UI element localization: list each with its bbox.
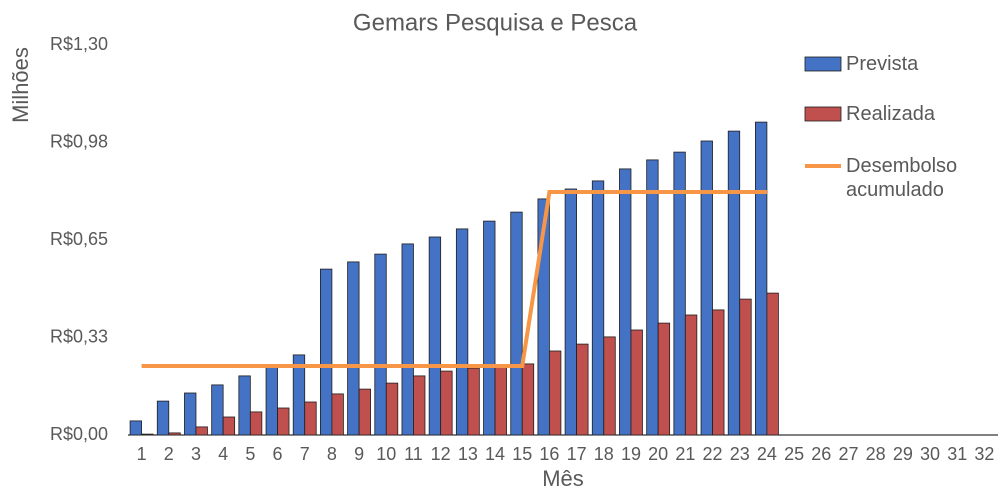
bar — [277, 407, 290, 436]
x-tick-label: 4 — [218, 444, 228, 464]
chart-title: Gemars Pesquisa e Pesca — [353, 9, 638, 36]
bar — [483, 220, 496, 436]
bar — [537, 198, 550, 436]
x-tick-label: 13 — [458, 444, 478, 464]
bar — [549, 350, 562, 436]
x-tick-label: 24 — [757, 444, 777, 464]
x-tick-label: 7 — [300, 444, 310, 464]
bar — [521, 363, 535, 436]
y-tick-label: R$0,33 — [50, 326, 108, 346]
x-tick-label: 18 — [594, 444, 614, 464]
bar — [440, 370, 453, 436]
legend-swatch — [804, 56, 842, 72]
bar — [646, 159, 659, 436]
x-tick-label: 8 — [327, 444, 337, 464]
x-tick-label: 6 — [273, 444, 283, 464]
legend-label: Desembolso acumulado — [846, 155, 958, 201]
bar — [195, 426, 208, 436]
x-tick-label: 1 — [137, 444, 147, 464]
bar — [657, 322, 671, 436]
x-axis-label: Mês — [542, 466, 584, 491]
x-tick-label: 27 — [838, 444, 858, 464]
y-tick-label: R$0,98 — [50, 131, 108, 151]
bar — [739, 298, 752, 436]
bar — [576, 343, 589, 436]
bar — [727, 130, 741, 436]
x-tick-label: 19 — [621, 444, 641, 464]
bar — [222, 416, 236, 436]
x-tick-label: 25 — [784, 444, 804, 464]
x-tick-label: 9 — [354, 444, 364, 464]
x-tick-label: 26 — [811, 444, 831, 464]
x-tick-label: 23 — [730, 444, 750, 464]
x-tick-label: 32 — [974, 444, 994, 464]
line — [141, 190, 767, 368]
y-axis-label: Milhões — [8, 47, 33, 123]
x-tick-label: 29 — [893, 444, 913, 464]
bar — [320, 268, 333, 436]
x-tick-label: 31 — [947, 444, 967, 464]
bar — [413, 375, 426, 436]
x-tick-label: 30 — [920, 444, 940, 464]
y-tick-label: R$0,00 — [50, 424, 108, 444]
bar — [591, 180, 605, 436]
bar — [374, 253, 387, 436]
y-tick-label: R$0,65 — [50, 229, 108, 249]
legend-label: Realizada — [846, 103, 935, 125]
x-tick-label: 22 — [703, 444, 723, 464]
bar — [211, 384, 224, 436]
bar — [304, 401, 317, 436]
bar — [385, 382, 399, 436]
x-tick-label: 16 — [539, 444, 559, 464]
bar — [141, 433, 154, 436]
bar — [129, 420, 142, 436]
legend-label: Prevista — [846, 53, 919, 75]
bar — [249, 411, 263, 436]
bar — [494, 365, 507, 436]
bar — [510, 211, 523, 436]
x-tick-label: 11 — [404, 444, 423, 464]
bar — [455, 228, 469, 436]
bar — [401, 243, 414, 436]
bar — [238, 375, 251, 436]
x-tick-label: 28 — [866, 444, 886, 464]
x-tick-label: 21 — [675, 444, 695, 464]
bar — [331, 393, 344, 436]
x-tick-label: 12 — [431, 444, 451, 464]
bar — [467, 367, 480, 436]
bar — [347, 261, 360, 436]
bar — [292, 354, 306, 436]
bar — [265, 364, 278, 436]
bar — [184, 392, 197, 436]
x-tick-label: 2 — [164, 444, 174, 464]
x-tick-label: 10 — [376, 444, 396, 464]
bar — [619, 168, 632, 436]
x-tick-label: 5 — [245, 444, 255, 464]
x-tick-label: 17 — [567, 444, 587, 464]
x-tick-label: 14 — [485, 444, 505, 464]
bar — [156, 400, 170, 436]
bar — [630, 329, 643, 436]
x-tick-label: 15 — [512, 444, 532, 464]
bar — [684, 314, 698, 436]
x-tick-label: 3 — [191, 444, 201, 464]
bar — [564, 188, 577, 436]
bar — [358, 388, 371, 436]
bar — [168, 432, 181, 436]
bar — [755, 121, 768, 436]
x-tick-label: 20 — [648, 444, 668, 464]
bar — [712, 309, 725, 436]
bar — [700, 140, 713, 436]
legend-swatch — [804, 106, 842, 122]
bar — [428, 236, 442, 436]
bar — [603, 336, 616, 436]
y-tick-label: R$1,30 — [50, 34, 108, 54]
bar — [766, 292, 779, 436]
bar — [673, 151, 686, 436]
